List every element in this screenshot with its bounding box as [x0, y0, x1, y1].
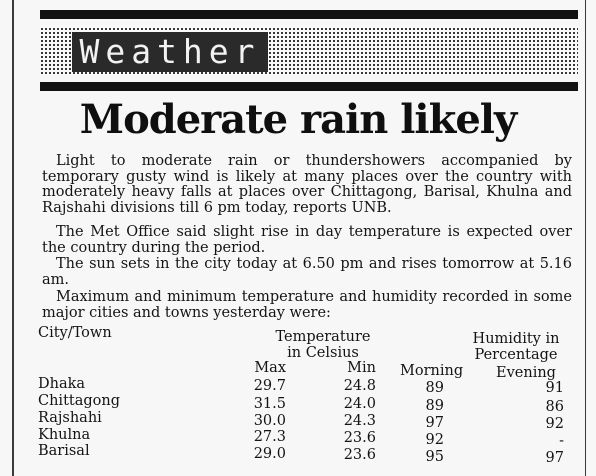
table-row-evening: 91	[545, 380, 564, 396]
table-row-min: 23.6	[343, 430, 376, 446]
table-row-min: 24.3	[343, 413, 376, 429]
headline: Moderate rain likely	[79, 96, 517, 143]
banner-bottom-rule	[40, 82, 578, 91]
table-row-city: Dhaka	[38, 376, 86, 392]
humidity-header: Humidity in	[472, 331, 560, 347]
table-row-max: 29.7	[253, 378, 286, 394]
table-row-max: 27.3	[253, 429, 286, 445]
table-row-city: Barisal	[38, 443, 90, 459]
table-row-evening: -	[559, 433, 564, 449]
max-column-header: Max	[254, 360, 286, 376]
paragraph-forecast: Light to moderate rain or thundershowers…	[42, 153, 572, 216]
table-row-min: 24.8	[343, 378, 376, 394]
table-row-city: Rajshahi	[38, 410, 102, 426]
table-row-max: 29.0	[253, 446, 286, 462]
morning-column-header: Morning	[400, 363, 464, 379]
evening-column-header: Evening	[496, 365, 556, 381]
table-row-max: 31.5	[253, 396, 286, 412]
temperature-header: Temperature	[275, 329, 371, 345]
table-row-morning: 89	[425, 380, 444, 396]
table-row-morning: 89	[425, 398, 444, 414]
table-row-morning: 95	[425, 449, 444, 465]
table-row-min: 24.0	[343, 396, 376, 412]
table-row-morning: 92	[425, 432, 444, 448]
table-row-morning: 97	[425, 415, 444, 431]
section-banner: Weather	[40, 8, 578, 98]
table-row-city: Chittagong	[38, 393, 121, 409]
table-row-city: Khulna	[38, 427, 91, 443]
humidity-subheader: Percentage	[474, 347, 558, 363]
table-row-evening: 92	[545, 416, 564, 432]
table-row-min: 23.6	[343, 447, 376, 463]
paragraph-met-office: The Met Office said slight rise in day t…	[42, 224, 572, 256]
city-column-header: City/Town	[38, 325, 112, 341]
section-title: Weather	[72, 32, 268, 72]
min-column-header: Min	[347, 360, 376, 376]
paragraph-table-intro: Maximum and minimum temperature and humi…	[42, 289, 572, 321]
table-row-evening: 97	[545, 450, 564, 466]
temperature-subheader: in Celsius	[287, 345, 359, 361]
table-row-evening: 86	[545, 399, 564, 415]
banner-top-rule	[40, 10, 578, 19]
table-row-max: 30.0	[253, 413, 286, 429]
paragraph-sunset: The sun sets in the city today at 6.50 p…	[42, 256, 572, 288]
